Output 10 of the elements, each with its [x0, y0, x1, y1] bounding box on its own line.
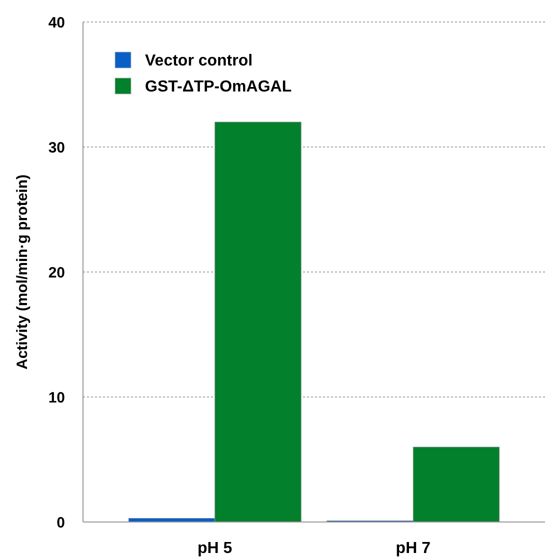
- y-tick-label: 20: [48, 264, 65, 282]
- y-axis-title: Activity (mol/min·g protein): [14, 174, 31, 370]
- legend-label: Vector control: [145, 52, 253, 70]
- x-tick-label: pH 7: [396, 540, 431, 557]
- y-tick-label: 40: [48, 14, 65, 32]
- y-tick-label: 0: [56, 514, 65, 532]
- y-tick-label: 30: [48, 139, 65, 156]
- x-tick-label: pH 5: [198, 540, 232, 557]
- legend-label: GST-ΔTP-OmAGAL: [145, 78, 292, 96]
- y-tick-label: 10: [48, 389, 65, 406]
